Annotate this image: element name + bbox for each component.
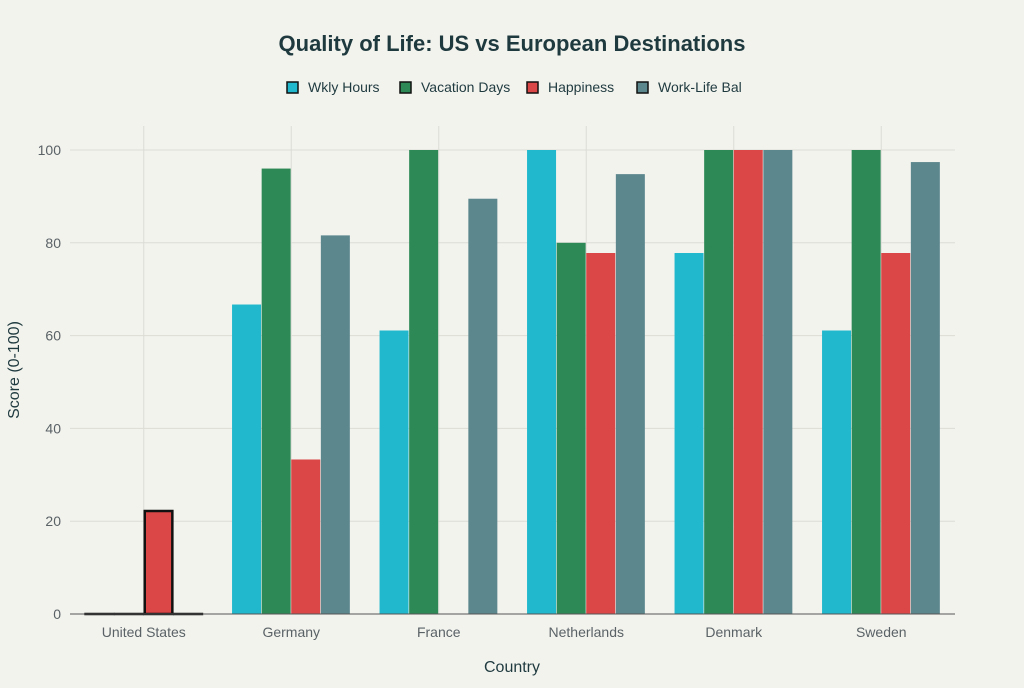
x-tick-label: Denmark (705, 624, 763, 640)
bar-happiness-netherlands (586, 253, 615, 614)
bar-wkly-hours-germany (232, 305, 261, 614)
bar-wkly-hours-netherlands (527, 150, 556, 614)
bar-vacation-days-netherlands (557, 243, 586, 614)
x-tick-label: Netherlands (549, 624, 625, 640)
y-tick-label: 0 (53, 606, 61, 622)
bar-wkly-hours-sweden (822, 330, 851, 614)
bar-vacation-days-germany (262, 169, 291, 614)
legend-swatch (637, 82, 648, 93)
bar-work-life-bal-germany (321, 235, 350, 614)
bar-work-life-bal-netherlands (616, 174, 645, 614)
chart-title: Quality of Life: US vs European Destinat… (279, 31, 746, 56)
bar-happiness-germany (291, 459, 320, 614)
y-tick-label: 40 (45, 420, 61, 436)
bar-happiness-united-states (145, 511, 173, 614)
bar-vacation-days-denmark (704, 150, 733, 614)
legend-label: Happiness (548, 79, 614, 95)
bar-vacation-days-sweden (852, 150, 881, 614)
x-tick-label: United States (102, 624, 186, 640)
x-tick-label: Sweden (856, 624, 907, 640)
y-tick-label: 100 (38, 142, 62, 158)
x-axis-label: Country (484, 659, 540, 676)
bar-happiness-denmark (734, 150, 763, 614)
x-tick-label: France (417, 624, 461, 640)
bar-work-life-bal-france (468, 199, 497, 614)
bar-wkly-hours-france (380, 330, 409, 614)
y-axis-label: Score (0-100) (6, 321, 23, 419)
legend-swatch (527, 82, 538, 93)
legend-label: Work-Life Bal (658, 79, 742, 95)
bar-vacation-days-france (409, 150, 438, 614)
bar-work-life-bal-sweden (911, 162, 940, 614)
legend-label: Wkly Hours (308, 79, 380, 95)
bar-happiness-sweden (881, 253, 910, 614)
y-tick-label: 20 (45, 513, 61, 529)
y-tick-label: 80 (45, 235, 61, 251)
bar-work-life-bal-denmark (763, 150, 792, 614)
bars (86, 150, 940, 614)
legend-swatch (287, 82, 298, 93)
x-tick-label: Germany (262, 624, 320, 640)
legend-swatch (400, 82, 411, 93)
y-tick-label: 60 (45, 328, 61, 344)
legend: Wkly Hours Vacation Days Happiness Work-Lif… (287, 79, 742, 95)
legend-label: Vacation Days (421, 79, 510, 95)
bar-wkly-hours-denmark (675, 253, 704, 614)
